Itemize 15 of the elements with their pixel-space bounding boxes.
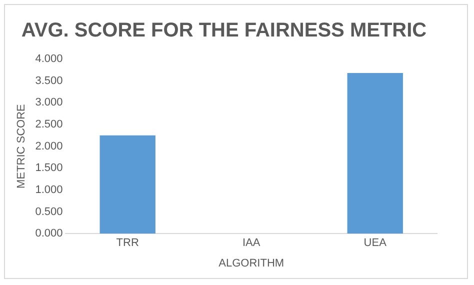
y-tick-label: 3.000: [35, 96, 63, 109]
y-tick-label: 2.500: [35, 118, 63, 131]
chart-title: AVG. SCORE FOR THE FAIRNESS METRIC: [21, 20, 427, 42]
y-tick-label: 1.500: [35, 162, 63, 174]
y-tick-label: 0.500: [35, 206, 63, 218]
y-tick-label: 0.000: [35, 228, 63, 240]
x-tick-label: UEA: [364, 237, 388, 250]
y-tick-label: 2.000: [35, 140, 63, 152]
x-tick-label: TRR: [116, 237, 139, 250]
y-tick-label: 4.000: [35, 53, 63, 66]
x-axis-title: ALGORITHM: [218, 257, 284, 270]
x-tick-label: IAA: [242, 237, 261, 250]
y-tick-label: 1.000: [35, 184, 63, 196]
y-axis-title: METRIC SCORE: [16, 104, 28, 188]
y-tick-label: 3.500: [35, 74, 63, 87]
